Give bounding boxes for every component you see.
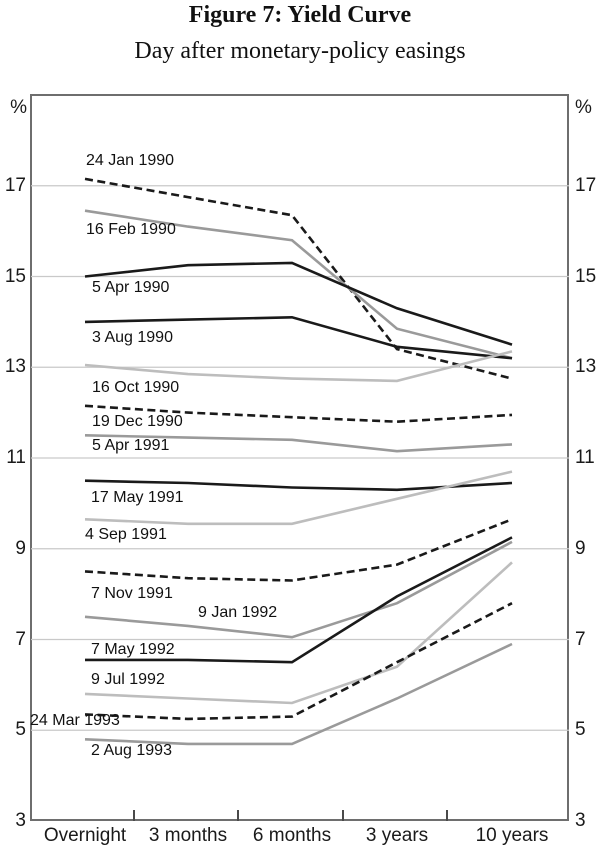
series-label-17-may-1991: 17 May 1991 xyxy=(91,489,184,506)
x-tick-label-3-months: 3 months xyxy=(148,825,228,846)
y-tick-label-right-9: 9 xyxy=(575,537,586,559)
series-label-4-sep-1991: 4 Sep 1991 xyxy=(85,526,167,543)
y-tick-label-left-3: 3 xyxy=(15,810,26,831)
x-tick-label-6-months: 6 months xyxy=(252,825,332,846)
series-line-7-nov-1991 xyxy=(84,518,513,582)
series-line-19-dec-1990 xyxy=(84,404,513,424)
series-line-2-aug-1993 xyxy=(84,642,513,746)
y-axis-unit-left: % xyxy=(10,97,27,118)
series-label-16-oct-1990: 16 Oct 1990 xyxy=(92,379,180,396)
series-label-3-aug-1990: 3 Aug 1990 xyxy=(92,329,173,346)
series-line-16-feb-1990 xyxy=(84,209,513,360)
y-tick-label-right-17: 17 xyxy=(575,174,597,196)
y-tick-label-right-11: 11 xyxy=(575,447,595,468)
x-tick-label-overnight: Overnight xyxy=(43,825,127,846)
series-label-24-jan-1990: 24 Jan 1990 xyxy=(86,152,175,169)
y-tick-label-right-5: 5 xyxy=(575,719,586,741)
y-tick-label-left-5: 5 xyxy=(15,719,26,741)
series-line-16-oct-1990 xyxy=(84,350,513,383)
series-label-19-dec-1990: 19 Dec 1990 xyxy=(92,413,183,430)
series-line-24-jan-1990 xyxy=(84,177,513,380)
series-label-24-mar-1993: 24 Mar 1993 xyxy=(30,712,120,729)
series-line-3-aug-1990 xyxy=(84,315,513,360)
y-axis-unit-right: % xyxy=(575,97,592,118)
series-label-7-may-1992: 7 May 1992 xyxy=(91,641,175,658)
series-label-7-nov-1991: 7 Nov 1991 xyxy=(91,585,173,602)
y-tick-label-left-9: 9 xyxy=(15,537,26,559)
y-tick-label-left-11: 11 xyxy=(6,447,26,468)
series-label-5-apr-1990: 5 Apr 1990 xyxy=(92,279,170,296)
y-tick-label-left-7: 7 xyxy=(15,628,26,650)
series-line-9-jul-1992 xyxy=(84,561,513,705)
x-tick-label-10-years: 10 years xyxy=(475,825,549,846)
series-line-24-mar-1993 xyxy=(84,602,513,721)
figure-title: Figure 7: Yield Curve xyxy=(188,2,412,28)
series-line-9-jan-1992 xyxy=(84,540,513,639)
y-tick-label-right-13: 13 xyxy=(575,356,597,378)
x-tick-label-3-years: 3 years xyxy=(365,825,429,846)
series-line-7-may-1992 xyxy=(85,536,513,664)
y-tick-label-right-3: 3 xyxy=(575,810,586,831)
series-line-5-apr-1991 xyxy=(84,434,513,453)
series-label-9-jul-1992: 9 Jul 1992 xyxy=(91,671,165,688)
series-label-2-aug-1993: 2 Aug 1993 xyxy=(91,742,172,759)
y-tick-label-left-15: 15 xyxy=(4,265,26,287)
series-label-16-feb-1990: 16 Feb 1990 xyxy=(86,221,176,238)
yield-curve-plot xyxy=(31,177,569,821)
series-line-4-sep-1991 xyxy=(84,470,513,526)
figure-subtitle: Day after monetary-policy easings xyxy=(134,38,466,64)
y-tick-label-left-17: 17 xyxy=(4,174,26,196)
series-line-17-may-1991 xyxy=(84,479,513,492)
y-tick-label-right-15: 15 xyxy=(575,265,597,287)
y-tick-label-left-13: 13 xyxy=(4,356,26,378)
series-label-9-jan-1992: 9 Jan 1992 xyxy=(198,604,278,621)
y-tick-label-right-7: 7 xyxy=(575,628,586,650)
series-label-5-apr-1991: 5 Apr 1991 xyxy=(92,437,170,454)
series-line-5-apr-1990 xyxy=(84,261,513,346)
